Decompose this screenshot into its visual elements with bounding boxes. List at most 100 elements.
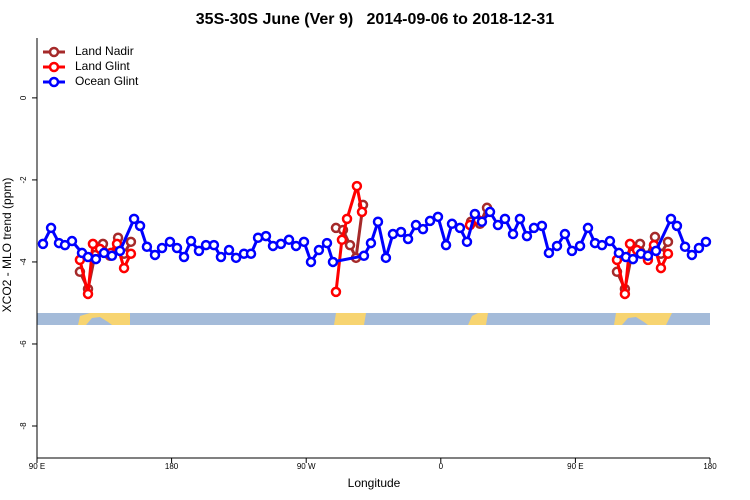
data-point [671, 220, 683, 232]
data-point [208, 239, 220, 251]
data-point [642, 250, 654, 262]
legend-label: Land Glint [75, 59, 130, 73]
data-point [596, 239, 608, 251]
data-point [395, 226, 407, 238]
data-point [582, 222, 594, 234]
legend-label: Ocean Glint [75, 74, 139, 88]
data-point [125, 236, 137, 248]
data-point [164, 236, 176, 248]
land-mask [37, 313, 710, 325]
data-point [252, 232, 264, 243]
x-tick-label: 180 [165, 462, 179, 471]
data-point [344, 239, 356, 251]
data-point [650, 245, 662, 257]
data-point [655, 262, 667, 274]
data-point [215, 251, 227, 263]
data-point [305, 256, 317, 268]
data-point [365, 237, 377, 249]
data-point [45, 222, 57, 234]
data-point [402, 233, 414, 245]
data-point [185, 235, 197, 247]
data-point [492, 219, 504, 231]
data-point [619, 288, 631, 300]
legend-marker [48, 76, 60, 88]
data-point [178, 251, 190, 263]
data-point [559, 228, 571, 240]
data-point [551, 240, 563, 252]
data-point [283, 234, 295, 246]
data-point [134, 220, 146, 232]
data-point [118, 262, 130, 274]
data-point [66, 235, 78, 247]
data-point [543, 247, 555, 259]
data-point [106, 250, 118, 262]
ocean-strip [37, 313, 710, 325]
data-point [665, 213, 677, 225]
data-point [424, 215, 436, 227]
data-point [313, 244, 325, 256]
data-point [476, 216, 488, 227]
data-point [521, 230, 533, 242]
x-tick-label: 0 [439, 462, 444, 471]
data-point [662, 248, 674, 259]
data-point [327, 256, 339, 268]
x-axis-label: Longitude [348, 476, 401, 490]
data-point [298, 236, 310, 248]
data-point [351, 180, 363, 192]
data-point [566, 245, 578, 257]
data-point [700, 236, 712, 248]
data-point [372, 216, 384, 227]
data-point [82, 288, 94, 300]
data-point [358, 250, 370, 262]
legend-label: Land Nadir [75, 44, 134, 58]
data-point [624, 238, 636, 250]
y-tick-label: -4 [19, 258, 28, 266]
data-point [446, 218, 458, 230]
data-point [461, 236, 473, 248]
x-tick-label: 90 E [29, 462, 45, 471]
chart-title: 35S-30S June (Ver 9) 2014-09-06 to 2018-… [196, 11, 555, 28]
series [37, 206, 712, 268]
data-point [417, 223, 429, 235]
x-tick-label: 180 [703, 462, 717, 471]
legend-marker [48, 61, 60, 73]
data-point [260, 230, 272, 242]
data-point [387, 228, 399, 240]
data-point [114, 245, 126, 257]
data-point [649, 231, 661, 243]
data-point [336, 234, 348, 246]
data-point [275, 238, 287, 250]
data-point [536, 220, 548, 232]
data-point [440, 239, 452, 251]
data-point [128, 213, 140, 225]
data-point [432, 211, 444, 223]
data-point [171, 242, 183, 254]
y-tick-label: 0 [19, 95, 28, 100]
data-point [499, 213, 511, 225]
data-point [87, 238, 99, 250]
x-tick-label: 90 E [567, 462, 583, 471]
data-point [141, 241, 153, 253]
data-point [230, 252, 242, 264]
data-point [627, 253, 639, 265]
data-point [693, 242, 705, 254]
data-point [380, 252, 392, 264]
data-point [290, 240, 302, 252]
data-point [356, 206, 368, 218]
data-point [454, 222, 466, 234]
data-point [321, 237, 333, 249]
data-point [37, 238, 49, 250]
data-point [156, 242, 168, 254]
data-point [341, 213, 353, 225]
data-point [686, 249, 698, 261]
data-point [149, 249, 161, 261]
data-point [507, 228, 519, 240]
y-tick-label: -6 [19, 340, 28, 348]
y-tick-label: -8 [19, 422, 28, 430]
x-tick-label: 90 W [297, 462, 316, 471]
data-point [245, 248, 257, 259]
legend-marker [48, 46, 60, 58]
data-point [514, 213, 526, 225]
